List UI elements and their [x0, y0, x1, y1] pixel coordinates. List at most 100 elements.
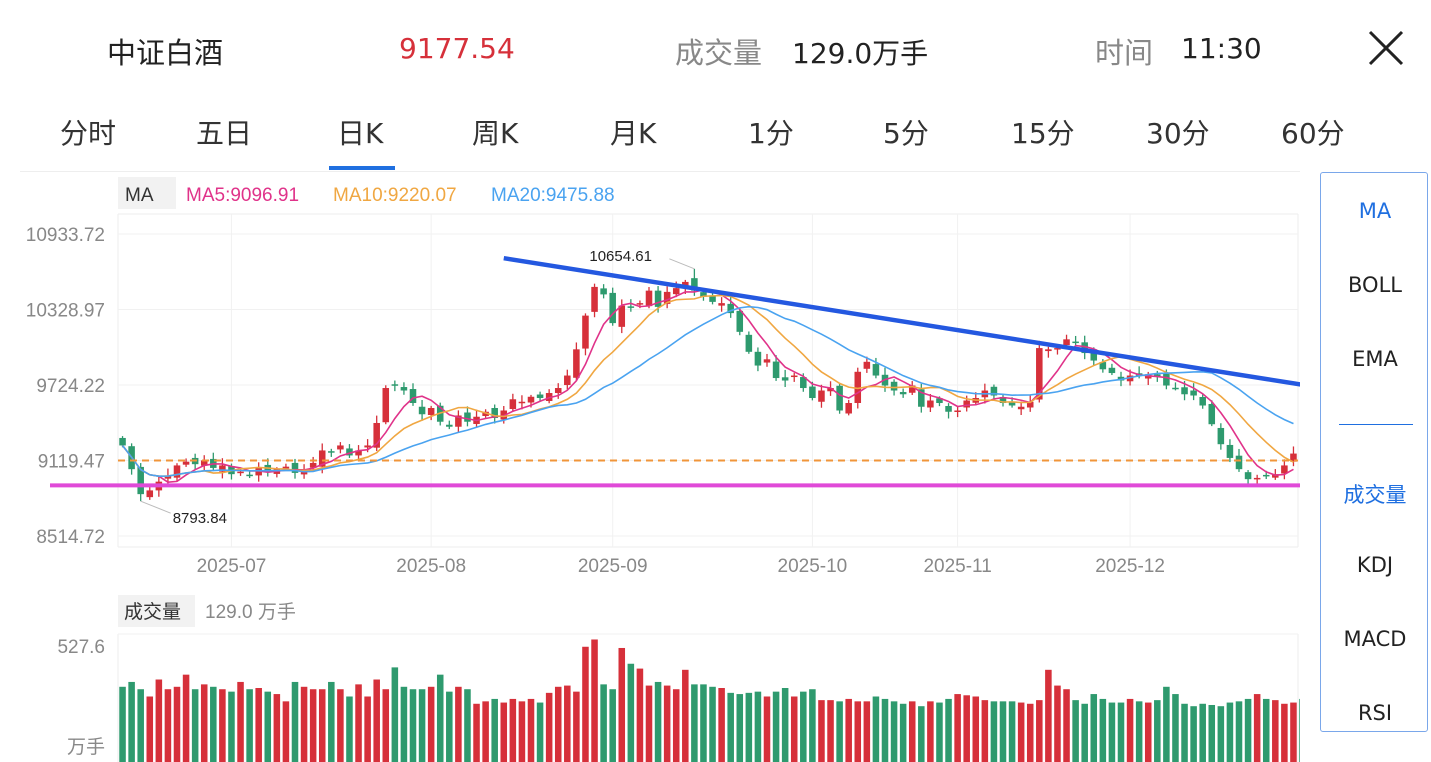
volume-bar: [1135, 701, 1143, 762]
volume-bar: [382, 689, 390, 762]
volume-bar: [328, 681, 335, 762]
candle-body: [772, 361, 780, 379]
indicator-volume[interactable]: 成交量: [1343, 483, 1407, 507]
volume-bar: [455, 686, 462, 762]
candle-body: [754, 351, 762, 366]
volume-bar: [591, 639, 598, 762]
high-label-leader: [669, 258, 695, 270]
volume-panel-value: 129.0 万手: [205, 601, 296, 623]
volume-title: 成交量: [124, 601, 181, 623]
volume-bar: [264, 691, 272, 762]
volume-bar: [491, 698, 498, 762]
quote-header: 中证白酒 9177.54 成交量 129.0万手 时间 11:30: [0, 0, 1431, 100]
tab-1min[interactable]: 1分: [748, 117, 794, 150]
tab-30min[interactable]: 30分: [1146, 117, 1210, 150]
ma10-line: [121, 294, 1294, 477]
candle-body: [936, 398, 943, 404]
volume-bar: [918, 706, 925, 762]
tab-60min[interactable]: 60分: [1281, 117, 1345, 150]
tab-wuri[interactable]: 五日: [196, 117, 253, 150]
volume-bar: [164, 689, 172, 762]
volume-bar: [700, 684, 707, 762]
divider: [20, 171, 1300, 172]
y-tick-label: 10328.97: [26, 301, 105, 322]
volume-bar: [836, 701, 843, 762]
time-value: 11:30: [1181, 32, 1262, 65]
candle-body: [1290, 453, 1297, 462]
volume-bar: [1199, 703, 1206, 762]
volume-bar: [155, 679, 163, 762]
candle-body: [427, 407, 435, 415]
candle-body: [800, 377, 807, 389]
candle-body: [1154, 374, 1161, 377]
volume-bar: [436, 674, 444, 762]
close-icon[interactable]: [1366, 28, 1406, 68]
indicator-macd[interactable]: MACD: [1343, 627, 1407, 651]
candle-body: [491, 407, 498, 418]
volume-bar: [1290, 702, 1297, 762]
volume-bar: [1181, 703, 1188, 762]
volume-bar: [754, 691, 762, 762]
candle-body: [1008, 401, 1016, 406]
candle-body: [872, 364, 880, 376]
volume-bar: [1081, 703, 1088, 762]
volume-bar: [763, 696, 771, 762]
candle-body: [636, 303, 644, 305]
volume-bar: [600, 684, 607, 762]
candle-body: [945, 406, 952, 412]
volume-bar: [672, 689, 680, 762]
candle-body: [1281, 465, 1288, 474]
volume-bar: [1253, 694, 1261, 762]
tab-daily-k[interactable]: 日K: [337, 117, 384, 150]
candle-body: [1172, 387, 1179, 390]
volume-bar: [845, 698, 852, 762]
volume-bar: [1272, 700, 1279, 762]
tab-15min[interactable]: 15分: [1011, 117, 1075, 150]
volume-value: 129.0万手: [792, 37, 929, 70]
volume-bar: [1208, 704, 1216, 762]
volume-bar: [981, 700, 989, 762]
candle-body: [809, 386, 816, 399]
volume-bar: [999, 701, 1007, 762]
candle-body: [1036, 348, 1043, 400]
volume-bar: [119, 686, 126, 762]
candle-body: [446, 424, 453, 427]
y-tick-label: 8514.72: [36, 527, 105, 548]
candle-body: [346, 448, 353, 456]
candle-body: [1217, 427, 1225, 445]
candle-body: [1026, 401, 1034, 408]
tab-5min[interactable]: 5分: [883, 117, 929, 150]
indicator-ema[interactable]: EMA: [1352, 347, 1398, 371]
candle-body: [1253, 477, 1261, 480]
kline-chart[interactable]: MA MA5:9096.91 MA10:9220.07 MA20:9475.88…: [0, 172, 1300, 762]
indicator-ma[interactable]: MA: [1358, 199, 1392, 223]
y-tick-label: 9119.47: [38, 452, 105, 473]
volume-bar: [391, 667, 399, 762]
candle-body: [672, 288, 680, 295]
candle-body: [908, 385, 916, 393]
volume-bar: [464, 689, 471, 762]
volume-bar: [1262, 698, 1270, 762]
volume-bar: [573, 691, 580, 762]
volume-bar: [1126, 698, 1134, 762]
volume-bar: [691, 684, 698, 762]
tab-weekly-k[interactable]: 周K: [472, 117, 519, 150]
ma-lines: [121, 289, 1294, 483]
candle-body: [954, 410, 961, 412]
volume-bar: [954, 694, 961, 762]
tab-monthly-k[interactable]: 月K: [610, 117, 657, 150]
candle-body: [164, 475, 172, 479]
indicator-boll[interactable]: BOLL: [1348, 273, 1402, 297]
indicator-rsi[interactable]: RSI: [1357, 701, 1393, 725]
y-tick-label: 9724.22: [36, 376, 105, 397]
candle-body: [1099, 362, 1107, 370]
volume-bar: [908, 701, 916, 762]
candle-body: [627, 306, 635, 308]
tab-fenshi[interactable]: 分时: [60, 117, 117, 150]
candle-body: [836, 385, 843, 411]
volume-bar: [237, 681, 244, 762]
indicator-kdj[interactable]: KDJ: [1356, 553, 1394, 577]
candle-body: [1181, 387, 1188, 395]
volume-bar: [210, 686, 217, 762]
volume-bar: [582, 646, 589, 762]
